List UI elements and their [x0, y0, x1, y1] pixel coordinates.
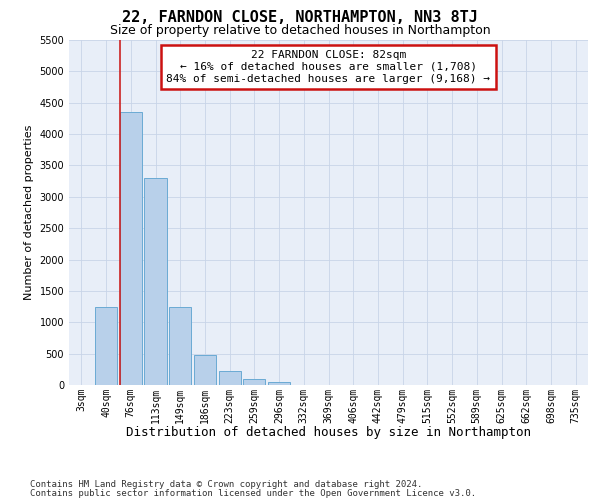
Bar [218, 371, 241, 385]
Bar [243, 380, 265, 385]
Bar [119, 112, 142, 385]
Text: Distribution of detached houses by size in Northampton: Distribution of detached houses by size … [127, 426, 532, 439]
Bar [145, 178, 167, 385]
Bar [194, 355, 216, 385]
Bar [268, 382, 290, 385]
Y-axis label: Number of detached properties: Number of detached properties [24, 125, 34, 300]
Bar [169, 306, 191, 385]
Text: 22 FARNDON CLOSE: 82sqm
← 16% of detached houses are smaller (1,708)
84% of semi: 22 FARNDON CLOSE: 82sqm ← 16% of detache… [167, 50, 491, 84]
Text: Contains public sector information licensed under the Open Government Licence v3: Contains public sector information licen… [30, 488, 476, 498]
Text: Size of property relative to detached houses in Northampton: Size of property relative to detached ho… [110, 24, 490, 37]
Text: 22, FARNDON CLOSE, NORTHAMPTON, NN3 8TJ: 22, FARNDON CLOSE, NORTHAMPTON, NN3 8TJ [122, 10, 478, 25]
Text: Contains HM Land Registry data © Crown copyright and database right 2024.: Contains HM Land Registry data © Crown c… [30, 480, 422, 489]
Bar [95, 306, 117, 385]
